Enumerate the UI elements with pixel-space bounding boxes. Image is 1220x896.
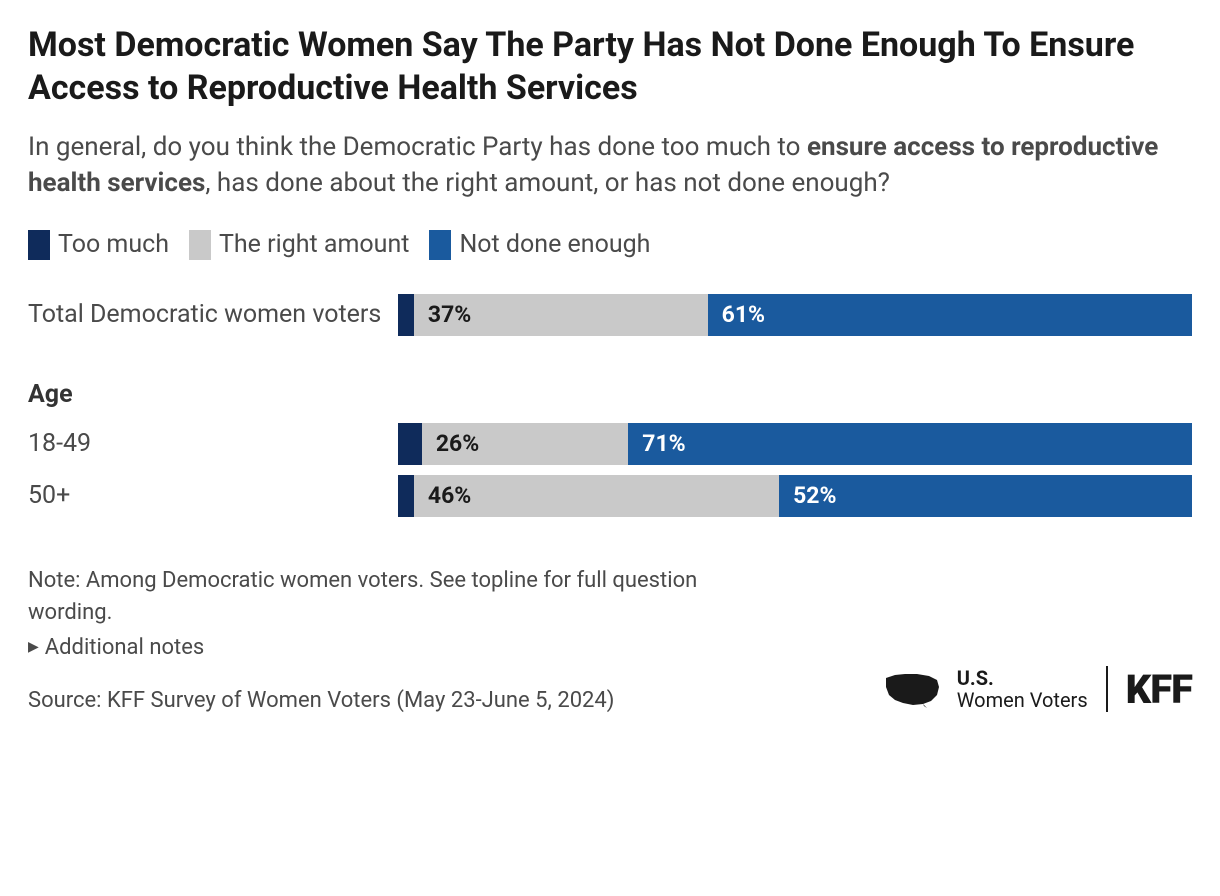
- us-map-icon: [883, 669, 943, 709]
- legend-label: Too much: [58, 230, 169, 259]
- footnote: Note: Among Democratic women voters. See…: [28, 565, 708, 629]
- legend-swatch: [189, 230, 211, 260]
- legend-item: The right amount: [189, 230, 409, 260]
- bar-track: 46%52%: [398, 475, 1192, 517]
- bar-segment: 52%: [779, 475, 1192, 517]
- brand-divider: [1106, 666, 1108, 712]
- bar-segment: 61%: [708, 294, 1192, 336]
- chart-title: Most Democratic Women Say The Party Has …: [28, 24, 1192, 109]
- group-heading: Age: [28, 380, 1192, 409]
- bar-segment: [398, 475, 414, 517]
- chart-row: 18-4926%71%: [28, 423, 1192, 465]
- chart-row: 50+46%52%: [28, 475, 1192, 517]
- subtitle-pre: In general, do you think the Democratic …: [28, 132, 807, 162]
- chart-row: Total Democratic women voters37%61%: [28, 294, 1192, 336]
- kff-logo: KFF: [1126, 666, 1192, 713]
- bar-segment: 71%: [628, 423, 1192, 465]
- brand-line2: Women Voters: [957, 689, 1088, 711]
- legend: Too much The right amount Not done enough: [28, 230, 1192, 260]
- chart-area: Total Democratic women voters37%61% Age …: [28, 294, 1192, 517]
- legend-item: Not done enough: [429, 230, 650, 260]
- legend-label: The right amount: [219, 230, 409, 259]
- source-text: Source: KFF Survey of Women Voters (May …: [28, 688, 614, 713]
- legend-label: Not done enough: [459, 230, 650, 259]
- row-label: 18-49: [28, 428, 398, 461]
- additional-notes-toggle[interactable]: ▶ Additional notes: [28, 635, 1192, 660]
- bar-segment: 26%: [422, 423, 628, 465]
- bar-segment: [398, 423, 422, 465]
- bar-segment: 37%: [414, 294, 708, 336]
- row-label: Total Democratic women voters: [28, 299, 398, 332]
- chart-subtitle: In general, do you think the Democratic …: [28, 129, 1192, 202]
- brand-line1: U.S.: [957, 667, 1088, 689]
- chart-footer: Note: Among Democratic women voters. See…: [28, 565, 1192, 713]
- row-label: 50+: [28, 480, 398, 513]
- bar-segment: 46%: [414, 475, 779, 517]
- bar-segment: [398, 294, 414, 336]
- disclosure-triangle-icon: ▶: [28, 639, 39, 655]
- branding: U.S. Women Voters KFF: [883, 666, 1192, 713]
- subtitle-post: , has done about the right amount, or ha…: [205, 168, 890, 198]
- additional-notes-label: Additional notes: [45, 635, 204, 660]
- bar-track: 37%61%: [398, 294, 1192, 336]
- legend-item: Too much: [28, 230, 169, 260]
- legend-swatch: [28, 230, 50, 260]
- bar-track: 26%71%: [398, 423, 1192, 465]
- legend-swatch: [429, 230, 451, 260]
